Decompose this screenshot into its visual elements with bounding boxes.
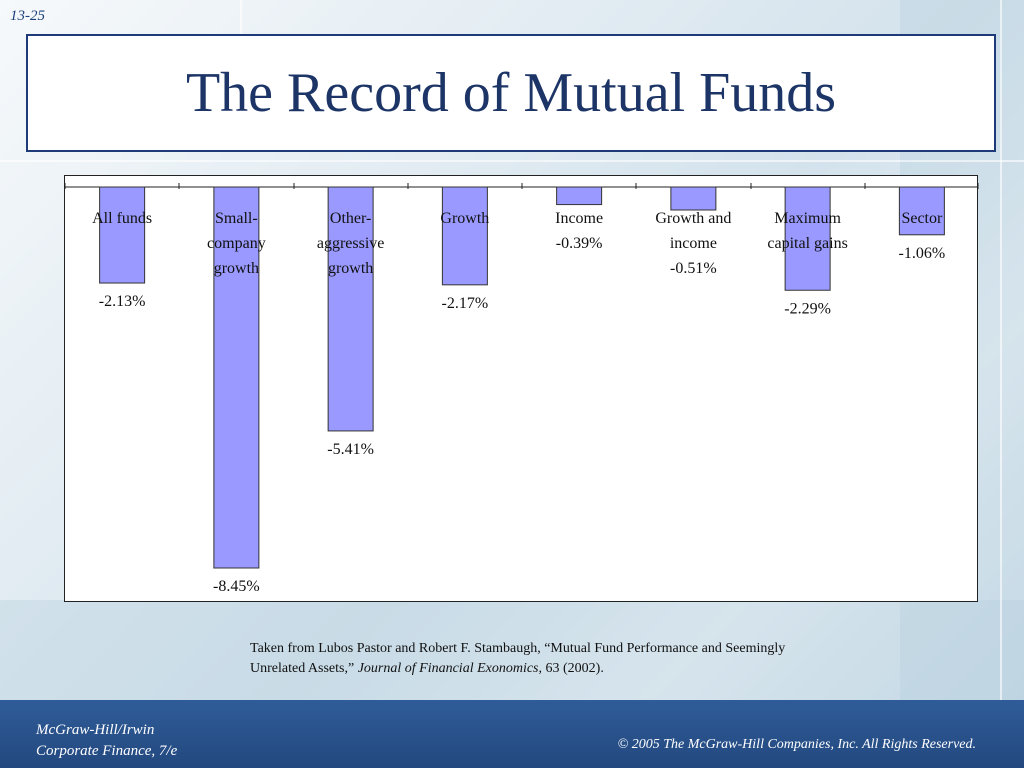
copyright-notice: © 2005 The McGraw-Hill Companies, Inc. A… [617, 737, 976, 752]
background-line [240, 0, 242, 34]
category-label-4: Income [555, 210, 603, 227]
category-label-2: Other-aggressive growth [317, 210, 385, 277]
bar-5 [670, 186, 717, 211]
value-label-5: -0.51% [670, 260, 717, 277]
background-line [1000, 0, 1002, 700]
category-label-6: Maximum capital gains [767, 210, 847, 252]
page-title: The Record of Mutual Funds [185, 62, 837, 124]
category-label-1: Small-company growth [207, 210, 266, 277]
bar-0 [99, 186, 146, 284]
citation-journal: Journal of Financial Exonomics, [357, 661, 543, 676]
bar-1 [213, 186, 260, 569]
bar-7 [898, 186, 945, 236]
publisher-name: McGraw-Hill/Irwin [36, 722, 155, 738]
citation-line-2-suffix: 63 (2002). [542, 661, 604, 676]
value-label-4: -0.39% [556, 235, 603, 252]
category-label-7: Sector [901, 210, 943, 227]
category-label-5: Growth and income [655, 210, 731, 252]
footer-publisher: McGraw-Hill/Irwin Corporate Finance, 7/e [36, 720, 177, 762]
category-label-3: Growth [440, 210, 489, 227]
value-label-1: -8.45% [213, 578, 260, 595]
bar-3 [441, 186, 488, 286]
value-label-0: -2.13% [99, 293, 146, 310]
slide-number: 13-25 [10, 8, 45, 24]
bar-6 [784, 186, 831, 291]
chart-area: All funds -2.13% Small-company growth -8.45%… [64, 175, 979, 602]
value-label-3: -2.17% [442, 295, 489, 312]
category-label-0: All funds [92, 210, 152, 227]
bar-2 [327, 186, 374, 432]
citation-line-2-prefix: Unrelated Assets,” [250, 661, 358, 676]
citation-line-1: Taken from Lubos Pastor and Robert F. St… [250, 641, 786, 656]
bar-4 [556, 186, 603, 206]
bar-chart: All funds -2.13% Small-company growth -8.45%… [65, 183, 979, 595]
background-line [0, 160, 1024, 162]
value-label-6: -2.29% [784, 300, 831, 317]
footer-band [0, 700, 1024, 768]
title-box: The Record of Mutual Funds [26, 34, 996, 152]
background-panel [0, 600, 1024, 700]
value-label-7: -1.06% [899, 245, 946, 262]
book-title: Corporate Finance, 7/e [36, 743, 178, 759]
source-citation: Taken from Lubos Pastor and Robert F. St… [250, 639, 950, 679]
value-label-2: -5.41% [327, 441, 374, 458]
